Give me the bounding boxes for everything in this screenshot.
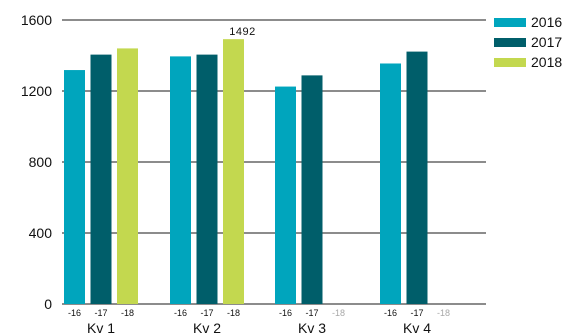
x-sublabel: -16 xyxy=(384,308,397,318)
legend-swatch-2016 xyxy=(494,18,526,27)
bar-kv1-2018 xyxy=(117,48,138,305)
x-category-label: Kv 1 xyxy=(87,320,115,336)
x-sublabel: -18 xyxy=(332,308,345,318)
bar-kv2-2016 xyxy=(170,56,191,305)
bar-kv2-2017 xyxy=(196,54,218,304)
legend-swatch-2017 xyxy=(494,38,526,47)
x-sublabel: -17 xyxy=(410,308,423,318)
bar-kv4-2016 xyxy=(380,63,401,304)
legend-label: 2016 xyxy=(531,14,562,30)
y-tick-label: 1200 xyxy=(21,83,52,99)
x-sublabel: -16 xyxy=(174,308,187,318)
data-labels: 1492 xyxy=(229,26,255,38)
legend-label: 2018 xyxy=(531,54,562,70)
x-category-label: Kv 3 xyxy=(298,320,326,336)
x-sublabel: -17 xyxy=(94,308,107,318)
bar-kv3-2016 xyxy=(275,86,296,304)
x-sublabel: -18 xyxy=(121,308,134,318)
legend-label: 2017 xyxy=(531,34,562,50)
data-label: 1492 xyxy=(229,26,255,38)
y-tick-label: 1600 xyxy=(21,12,52,28)
y-tick-label: 0 xyxy=(44,296,52,312)
bar-kv2-2018 xyxy=(223,39,244,305)
legend: 2016 2017 2018 xyxy=(494,14,562,70)
x-sublabel: -16 xyxy=(68,308,81,318)
y-tick-label: 800 xyxy=(29,154,53,170)
x-sublabel: -17 xyxy=(200,308,213,318)
x-sublabel: -17 xyxy=(305,308,318,318)
y-tick-label: 400 xyxy=(29,225,53,241)
bars xyxy=(64,39,428,305)
bar-kv1-2016 xyxy=(64,70,85,305)
x-sublabel: -18 xyxy=(227,308,240,318)
bar-kv1-2017 xyxy=(90,54,112,304)
x-category-label: Kv 4 xyxy=(403,320,431,336)
x-sublabel: -16 xyxy=(279,308,292,318)
bar-kv3-2017 xyxy=(301,75,323,304)
y-axis: 0 400 800 1200 1600 xyxy=(21,12,52,312)
bar-kv4-2017 xyxy=(406,51,428,304)
x-category-label: Kv 2 xyxy=(193,320,221,336)
legend-swatch-2018 xyxy=(494,58,526,67)
x-sublabel: -18 xyxy=(437,308,450,318)
